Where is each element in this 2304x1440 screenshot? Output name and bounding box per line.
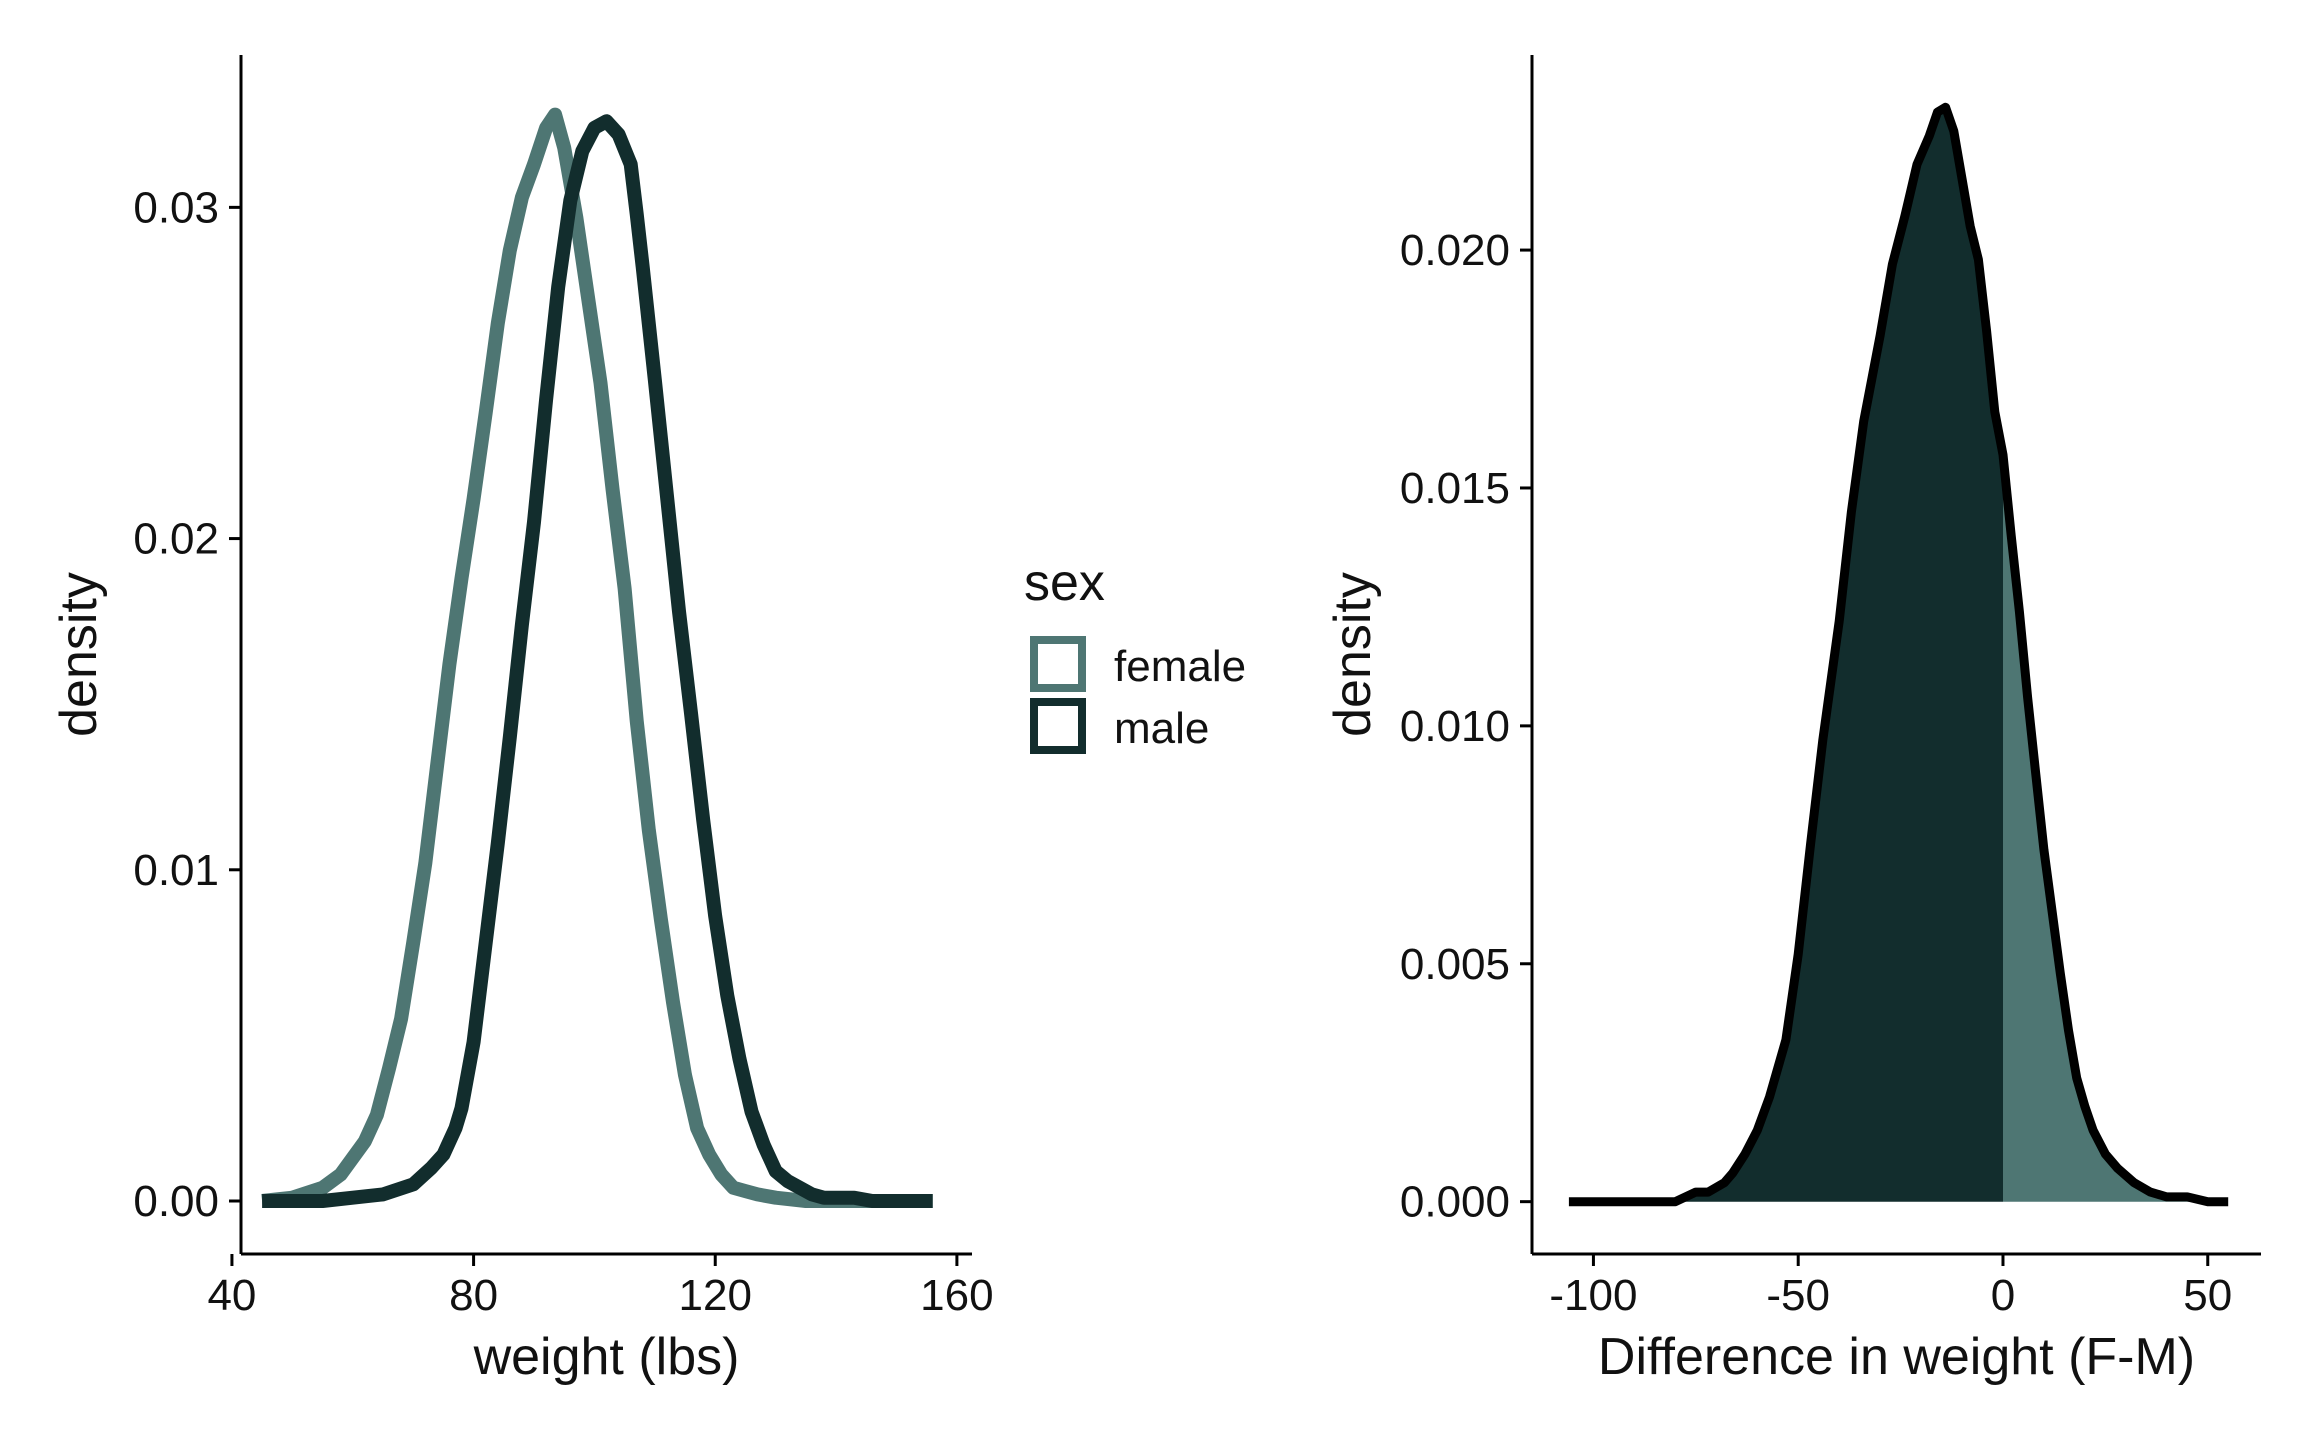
y-axis-title: density — [50, 572, 108, 737]
y-tick-label: 0.010 — [1400, 702, 1510, 751]
x-tick-label: 0 — [1991, 1271, 2015, 1320]
legend-key-male — [1030, 698, 1086, 754]
x-tick-label: 160 — [920, 1271, 993, 1320]
x-tick-label: -100 — [1549, 1271, 1637, 1320]
y-tick-label: 0.02 — [133, 515, 219, 564]
y-tick-label: 0.00 — [133, 1177, 219, 1226]
x-tick-label: 80 — [449, 1271, 498, 1320]
density-line-male — [262, 114, 933, 1208]
y-tick-label: 0.020 — [1400, 226, 1510, 275]
y-tick-label: 0.03 — [133, 183, 219, 232]
y-tick-label: 0.000 — [1400, 1178, 1510, 1227]
x-tick-label: 120 — [679, 1271, 752, 1320]
legend-title: sex — [1024, 554, 1105, 612]
x-axis-title: Difference in weight (F-M) — [1598, 1328, 2195, 1386]
legend-label-male: male — [1114, 704, 1209, 753]
weight-density-panel: 40 80 120 160 0.00 0.01 0.02 0.03 weight (lbs) de… — [50, 55, 994, 1386]
x-tick-label: 40 — [207, 1271, 256, 1320]
y-axis-title: density — [1324, 572, 1382, 737]
x-tick-label: -50 — [1766, 1271, 1830, 1320]
x-axis-title: weight (lbs) — [473, 1328, 740, 1386]
sex-legend: sex female male — [1024, 554, 1246, 754]
y-tick-label: 0.005 — [1400, 940, 1510, 989]
legend-key-female — [1030, 636, 1086, 692]
difference-density-panel: -100 -50 0 50 0.000 0.005 0.010 0.015 0.020 Diffe… — [1324, 55, 2261, 1386]
difference-density-outline — [1568, 102, 2229, 1207]
area-above-zero — [2003, 454, 2229, 1202]
y-tick-label: 0.01 — [133, 846, 219, 895]
x-tick-label: 50 — [2183, 1271, 2232, 1320]
y-tick-label: 0.015 — [1400, 464, 1510, 513]
area-below-zero — [1568, 107, 2003, 1202]
density-line-female — [261, 107, 933, 1208]
legend-label-female: female — [1114, 642, 1246, 691]
